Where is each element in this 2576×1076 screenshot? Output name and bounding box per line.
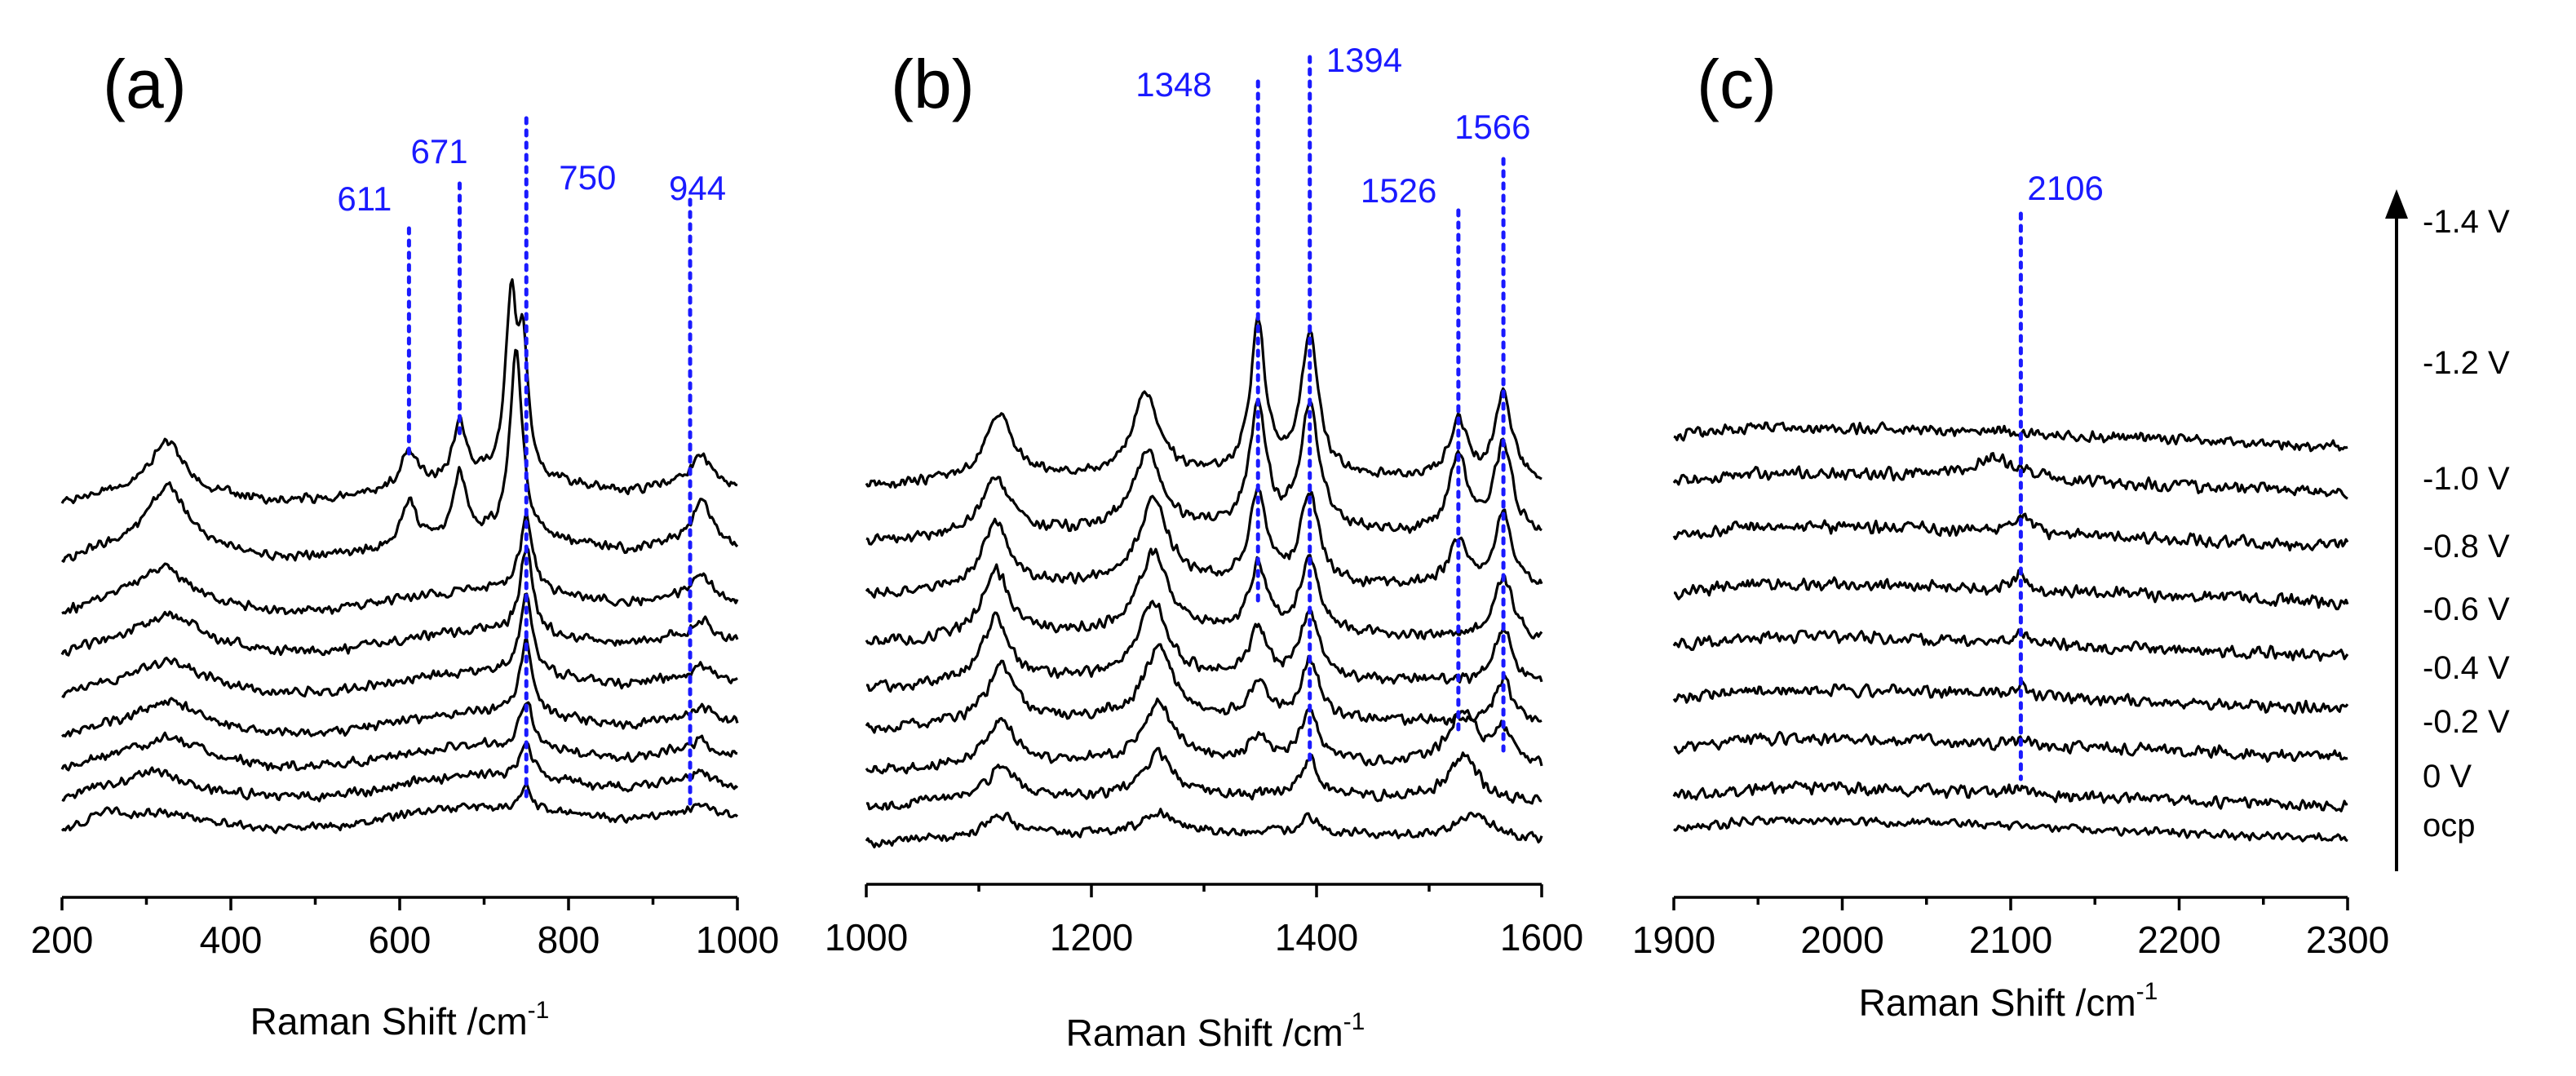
panel-a-spectrum--0p6V: [61, 592, 738, 698]
panel-b-spectrum--0p2V: [865, 697, 1543, 775]
panel-b-x-axis-title-text: Raman Shift /cm: [1066, 1012, 1343, 1054]
panel-b-spectrum--0p4V: [865, 643, 1543, 734]
panel-c-peak-label-2106: 2106: [2027, 169, 2103, 207]
panel-b-spectrum--0p8V: [865, 547, 1543, 646]
voltage-label-8: ocp: [2423, 808, 2476, 844]
panel-c-tick-label-2200: 2200: [2137, 919, 2220, 961]
panel-a-traces: [60, 278, 739, 835]
panel-c-spectrum--0p2V: [1673, 730, 2348, 763]
panel-b-spectrum-ocp: [865, 808, 1543, 848]
panel-a-tick-label-200: 200: [31, 919, 94, 961]
panel-c-traces: [1672, 421, 2349, 843]
panel-a-peak-label-944: 944: [669, 169, 726, 207]
voltage-label-1: -1.2 V: [2423, 345, 2510, 381]
panel-b-x-axis-title: Raman Shift /cm-1: [1066, 1008, 1365, 1054]
panel-a-spectrum-0V: [61, 741, 739, 803]
panel-b-spectrum--1p2V: [865, 397, 1543, 546]
panel-a-label: (a): [103, 46, 187, 122]
panel-a-tick-label-800: 800: [538, 919, 600, 961]
panel-a-spectrum--1p2V: [61, 348, 739, 563]
panel-c-x-axis-title: Raman Shift /cm-1: [1859, 978, 2158, 1024]
panel-b-peak-label-1566: 1566: [1454, 108, 1530, 146]
panel-a-tick-label-600: 600: [369, 919, 432, 961]
panel-c-x-axis-title-sup: -1: [2136, 978, 2158, 1005]
panel-b-spectrum--1p0V: [865, 487, 1543, 599]
panel-a-spectrum-ocp: [60, 782, 739, 835]
panel-b-tick-label-1400: 1400: [1275, 916, 1358, 959]
panel-c-spectrum--0p6V: [1672, 628, 2349, 662]
panel-b-spectrum--1p4V: [865, 317, 1543, 489]
panel-b-label: (b): [891, 46, 975, 122]
panel-a-spectrum--0p2V: [60, 701, 738, 772]
panel-b-traces: [865, 317, 1543, 848]
panel-b-spectrum-0V: [865, 746, 1543, 811]
panel-b-x-axis: 1000 1200 1400 1600: [825, 883, 1583, 959]
panel-a-spectrum--0p8V: [60, 545, 739, 657]
panel-c-spectrum--0p4V: [1672, 680, 2349, 715]
panel-a-x-axis-title-text: Raman Shift /cm: [250, 1000, 528, 1043]
panel-c-tick-label-1900: 1900: [1632, 919, 1715, 961]
voltage-label-6: -0.2 V: [2423, 704, 2510, 740]
panel-b-peak-label-1348: 1348: [1135, 65, 1211, 104]
potential-arrow-head: [2385, 189, 2408, 219]
panel-b-tick-label-1600: 1600: [1500, 916, 1583, 959]
panel-a-peak-label-611: 611: [337, 179, 392, 218]
panel-b-spectrum--0p6V: [865, 600, 1543, 693]
voltage-label-5: -0.4 V: [2423, 650, 2510, 686]
panel-b-peak-label-1526: 1526: [1361, 171, 1436, 210]
voltage-label-0: -1.4 V: [2423, 204, 2510, 240]
panel-c-spectrum--1p4V: [1673, 421, 2348, 453]
panel-c-tick-label-2000: 2000: [1800, 919, 1883, 961]
voltage-label-4: -0.6 V: [2423, 591, 2510, 627]
voltage-label-7: 0 V: [2423, 759, 2472, 795]
panel-b: (b) 1348 1394 1526 1566 1000 1200 1400 1600 Ra…: [825, 41, 1583, 1054]
panel-c-spectrum--1p0V: [1672, 512, 2349, 551]
voltage-legend: -1.4 V -1.2 V -1.0 V -0.8 V -0.6 V -0.4 V -0.2…: [2385, 189, 2510, 871]
panel-c-x-axis-title-text: Raman Shift /cm: [1859, 981, 2136, 1024]
panel-c-spectrum-ocp: [1673, 815, 2348, 843]
voltage-labels: -1.4 V -1.2 V -1.0 V -0.8 V -0.6 V -0.4 V -0.2…: [2423, 204, 2510, 844]
panel-b-tick-label-1000: 1000: [825, 916, 908, 959]
panel-a-spectrum--1p4V: [60, 278, 738, 505]
panel-c-peak-markers: 2106: [2018, 169, 2104, 782]
panel-a-tick-label-1000: 1000: [696, 919, 779, 961]
panel-a-x-axis-title: Raman Shift /cm-1: [250, 997, 550, 1043]
panel-a: (a) 611 671 750 944 200 400 600 800 1000 Raman …: [31, 46, 780, 1043]
panel-c-x-axis: 1900 2000 2100 2200 2300: [1632, 896, 2389, 961]
panel-a-peak-label-750: 750: [559, 158, 616, 197]
panel-c-tick-label-2100: 2100: [1969, 919, 2052, 961]
panel-c-label: (c): [1697, 46, 1777, 122]
panel-b-tick-label-1200: 1200: [1050, 916, 1133, 959]
panel-b-peak-label-1394: 1394: [1326, 41, 1402, 79]
panel-a-peak-label-671: 671: [410, 132, 467, 170]
panel-a-spectrum--1p0V: [61, 511, 739, 616]
panel-a-spectrum--0p4V: [61, 637, 739, 738]
panel-c-spectrum--1p2V: [1672, 452, 2348, 500]
voltage-label-2: -1.0 V: [2423, 461, 2510, 497]
panel-b-peak-markers: 1348 1394 1526 1566: [1135, 41, 1531, 769]
panel-b-x-axis-title-sup: -1: [1343, 1008, 1365, 1035]
panel-c-tick-label-2300: 2300: [2306, 919, 2389, 961]
panel-c-spectrum-0V: [1672, 780, 2348, 813]
panel-a-x-axis: 200 400 600 800 1000: [31, 896, 779, 961]
panel-a-x-axis-title-sup: -1: [528, 997, 550, 1024]
panel-a-tick-label-400: 400: [200, 919, 263, 961]
panel-a-peak-markers: 611 671 750 944: [337, 116, 726, 806]
voltage-label-3: -0.8 V: [2423, 529, 2510, 565]
panel-c-spectrum--0p8V: [1673, 569, 2349, 611]
panel-c: (c) 2106 1900 2000 2100 2200 2300 Raman Shif…: [1632, 46, 2389, 1024]
